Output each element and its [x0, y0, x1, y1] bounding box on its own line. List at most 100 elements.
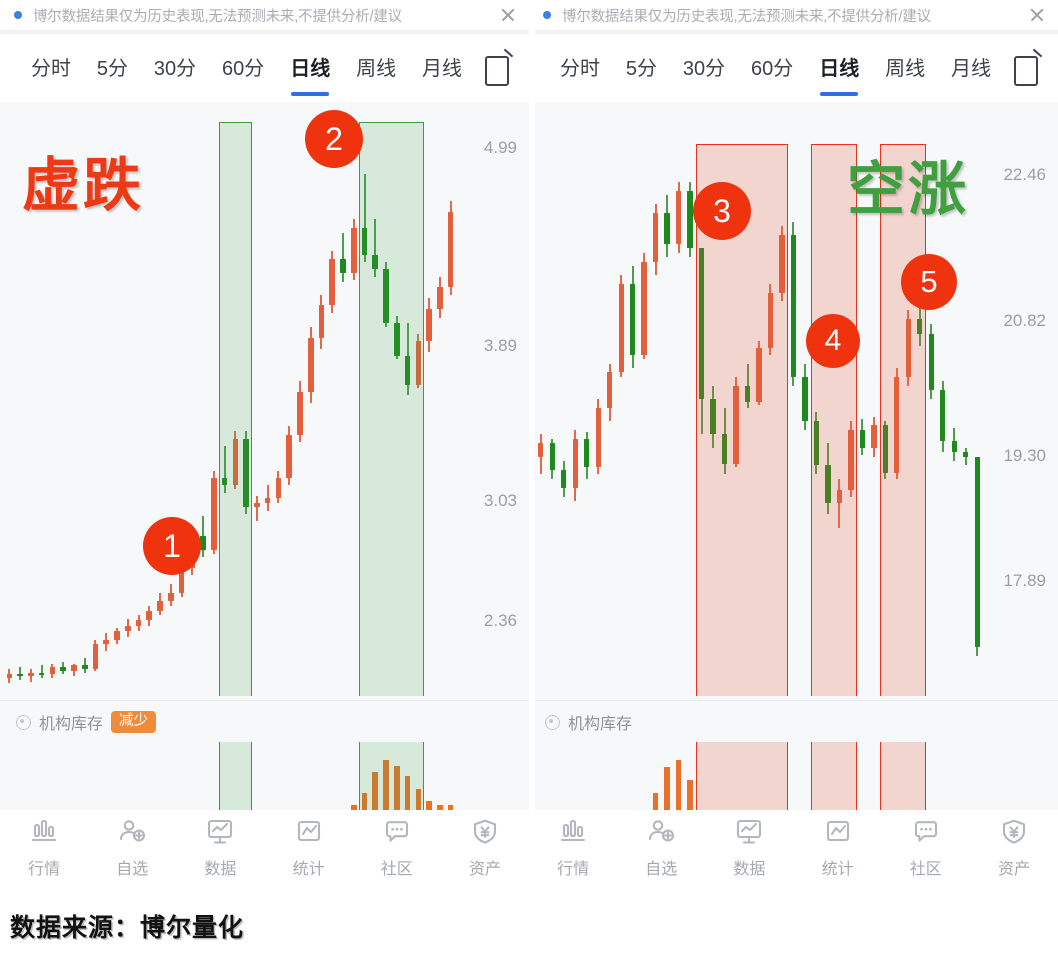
candlestick: [232, 431, 239, 489]
candlestick: [103, 633, 110, 651]
volume-divider-right: [529, 700, 1058, 701]
candlestick: [426, 298, 432, 353]
source-caption: 数据来源：博尔量化: [10, 914, 245, 942]
annotation-marker-1: 1: [143, 517, 201, 575]
nav-item-shuju[interactable]: 数据: [176, 818, 264, 879]
candlestick: [124, 618, 131, 637]
nav-label: 资产: [997, 861, 1030, 878]
nav-item-zixuan[interactable]: 自选: [617, 818, 705, 879]
bottom-navbar-right: 行情 自选 数据 统计 社区 资产: [529, 810, 1058, 892]
candlestick: [664, 195, 670, 258]
nav-label: 数据: [204, 861, 237, 878]
candlestick: [329, 251, 336, 313]
annotation-xudie: 虚跌: [22, 153, 145, 218]
volume-title: 机构库存: [39, 716, 104, 733]
candlestick: [859, 419, 866, 455]
annotation-kongzhang: 空涨: [847, 157, 970, 222]
annotation-marker-3: 3: [693, 182, 751, 240]
candlestick: [618, 274, 624, 377]
gear-icon[interactable]: [16, 714, 31, 730]
tab-daily[interactable]: 日线: [277, 52, 343, 85]
tab-fenshi[interactable]: 分时: [559, 57, 600, 80]
fullscreen-rotate-icon[interactable]: [1010, 48, 1044, 86]
candlestick: [951, 428, 957, 462]
tab-monthly[interactable]: 月线: [422, 57, 463, 80]
candlestick: [318, 294, 325, 349]
tab-60min[interactable]: 60分: [222, 57, 265, 80]
tab-60min[interactable]: 60分: [751, 57, 794, 80]
candlestick: [607, 363, 613, 422]
tab-daily[interactable]: 日线: [806, 52, 872, 85]
candlestick: [905, 310, 911, 386]
chat-bubble-icon: [380, 818, 414, 848]
nav-item-zixuan[interactable]: 自选: [88, 818, 176, 879]
gear-icon[interactable]: [545, 714, 560, 730]
nav-label: 行情: [557, 861, 590, 878]
candlestick: [71, 663, 77, 677]
candlestick: [275, 471, 282, 504]
nav-label: 自选: [116, 861, 149, 878]
annotation-marker-5: 5: [901, 254, 957, 310]
candlestick: [538, 434, 544, 475]
monitor-trend-icon: [732, 818, 766, 848]
close-icon[interactable]: [497, 4, 519, 26]
disclaimer-banner-right: 博尔数据结果仅为历史表现,无法预测未来,不提供分析/建议: [529, 0, 1058, 30]
tab-weekly[interactable]: 周线: [885, 57, 926, 80]
candlestick: [549, 438, 555, 479]
add-user-icon: [115, 818, 149, 848]
candlestick: [221, 445, 228, 493]
nav-label: 统计: [821, 861, 854, 878]
volume-divider-left: [0, 700, 529, 701]
chat-bubble-icon: [909, 818, 943, 848]
nav-item-tongji[interactable]: 统计: [265, 818, 353, 879]
tab-fenshi[interactable]: 分时: [30, 57, 71, 80]
candlestick: [595, 399, 601, 475]
tab-5min[interactable]: 5分: [96, 57, 128, 80]
square-trend-icon: [821, 818, 855, 848]
candlestick: [200, 516, 206, 558]
tab-30min[interactable]: 30分: [153, 57, 197, 80]
nav-item-shequ[interactable]: 社区: [353, 818, 441, 879]
bar-chart-icon: [556, 818, 590, 848]
close-icon[interactable]: [1026, 4, 1048, 26]
candlestick: [350, 219, 357, 281]
nav-item-shequ[interactable]: 社区: [882, 818, 970, 879]
candlestick: [825, 443, 831, 515]
banner-divider: [0, 30, 529, 34]
candlestick: [361, 174, 368, 263]
tab-weekly[interactable]: 周线: [356, 57, 397, 80]
candlestick: [779, 226, 785, 302]
candlestick: [917, 301, 923, 346]
nav-item-shuju[interactable]: 数据: [705, 818, 793, 879]
candlestick: [264, 485, 271, 511]
highlight-region-5: [879, 144, 926, 696]
candlestick: [307, 327, 314, 403]
candlestick: [38, 665, 45, 678]
candlestick: [437, 276, 443, 318]
banner-dot-icon: [14, 11, 22, 19]
candlestick: [92, 640, 99, 671]
tab-5min[interactable]: 5分: [625, 57, 657, 80]
nav-item-hangqing[interactable]: 行情: [529, 818, 617, 879]
annotation-marker-2: 2: [305, 110, 363, 168]
nav-item-zichan[interactable]: 资产: [970, 818, 1058, 879]
nav-item-zichan[interactable]: 资产: [441, 818, 529, 879]
candlestick: [297, 381, 303, 443]
tab-monthly[interactable]: 月线: [951, 57, 992, 80]
candlestick: [882, 421, 888, 479]
nav-item-tongji[interactable]: 统计: [794, 818, 882, 879]
candlestick: [584, 431, 590, 479]
candlestick: [652, 203, 659, 275]
candlestick: [561, 461, 567, 497]
tab-30min[interactable]: 30分: [682, 57, 726, 80]
nav-label: 社区: [909, 861, 942, 878]
fullscreen-rotate-icon[interactable]: [481, 48, 515, 86]
nav-item-hangqing[interactable]: 行情: [0, 818, 88, 879]
candlestick: [81, 658, 88, 673]
square-trend-icon: [292, 818, 326, 848]
highlight-region-2: [359, 122, 424, 696]
